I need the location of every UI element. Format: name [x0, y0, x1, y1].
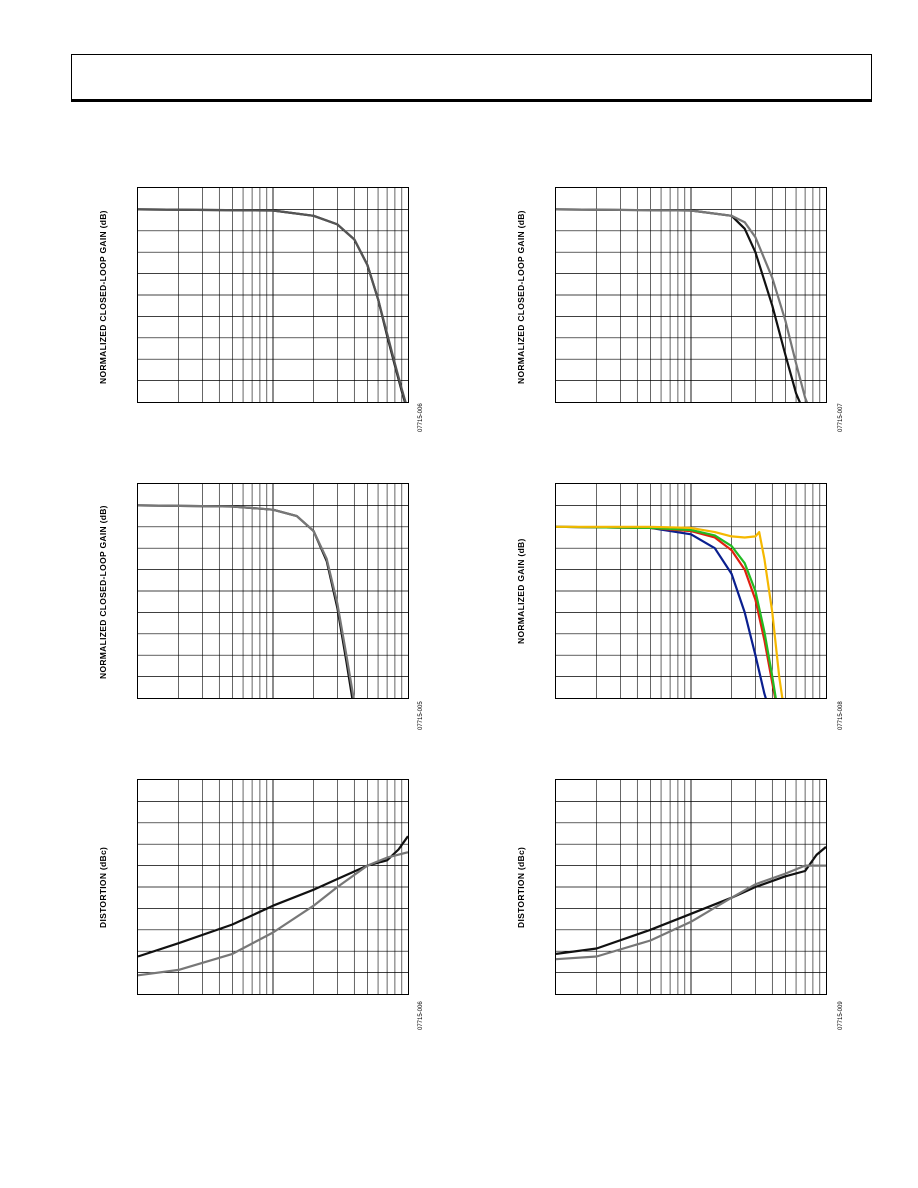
chart-6-figure-id: 07715-009 — [838, 1001, 844, 1030]
chart-6-svg — [556, 780, 826, 994]
chart-5-plot-area — [137, 779, 409, 995]
chart-1-svg — [138, 188, 408, 402]
chart-3-figure-id: 07715-005 — [418, 701, 424, 730]
chart-1-figure-id: 07715-006 — [418, 403, 424, 432]
chart-2-ylabel: NORMALIZED CLOSED-LOOP GAIN (dB) — [516, 210, 526, 384]
chart-6-series-2-line — [556, 864, 826, 961]
chart-5-series-1-line — [138, 835, 408, 958]
chart-6-series-1-line — [556, 846, 826, 955]
chart-6-plot-area — [555, 779, 827, 995]
chart-4-series-4-line — [556, 525, 784, 698]
chart-1-plot-area — [137, 187, 409, 403]
chart-2-svg — [556, 188, 826, 402]
chart-3-plot-area — [137, 483, 409, 699]
chart-4-figure-id: 07715-008 — [838, 701, 844, 730]
chart-4-series-3-line — [556, 525, 777, 698]
chart-2-figure-id: 07715-007 — [838, 403, 844, 432]
chart-4-ylabel: NORMALIZED GAIN (dB) — [516, 538, 526, 644]
chart-6-ylabel: DISTORTION (dBc) — [516, 846, 526, 928]
chart-1-series-2-line — [138, 208, 407, 402]
chart-5-series-2-line — [138, 851, 408, 977]
page-header-box — [71, 54, 872, 102]
chart-3-svg — [138, 484, 408, 698]
chart-5-figure-id: 07715-006 — [418, 1001, 424, 1030]
chart-1-ylabel: NORMALIZED CLOSED-LOOP GAIN (dB) — [98, 210, 108, 384]
chart-3-series-1-line — [138, 504, 354, 698]
chart-2-series-1-line — [556, 208, 801, 402]
chart-2-series-2-line — [556, 208, 809, 402]
chart-4-svg — [556, 484, 826, 698]
chart-2-plot-area — [555, 187, 827, 403]
chart-4-series-2-line — [556, 525, 777, 698]
chart-4-plot-area — [555, 483, 827, 699]
chart-3-ylabel: NORMALIZED CLOSED-LOOP GAIN (dB) — [98, 505, 108, 679]
chart-5-ylabel: DISTORTION (dBc) — [98, 846, 108, 928]
chart-5-svg — [138, 780, 408, 994]
chart-3-series-2-line — [138, 504, 355, 698]
